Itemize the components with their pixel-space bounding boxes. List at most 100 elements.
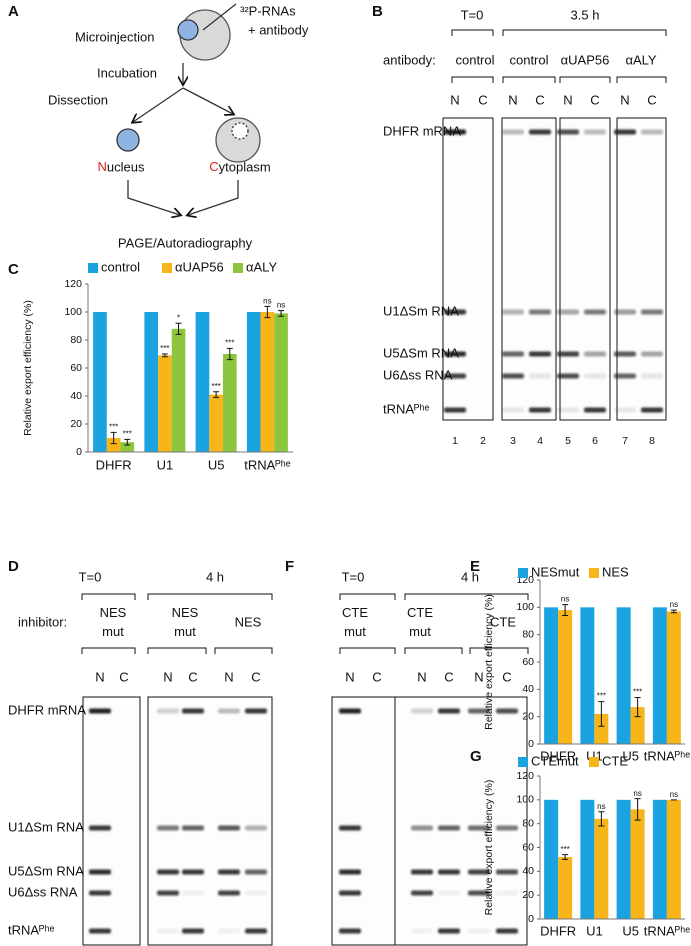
lane-number: 2 xyxy=(480,435,486,447)
band xyxy=(557,407,579,413)
bar xyxy=(666,611,681,744)
lane-label: N xyxy=(163,669,172,684)
nucleus-label: Nucleus xyxy=(98,159,145,174)
readout-label: PAGE/Autoradiography xyxy=(118,235,253,250)
band xyxy=(411,869,433,875)
bar xyxy=(209,394,223,452)
bar xyxy=(106,438,121,452)
band xyxy=(614,309,636,315)
step-label: Dissection xyxy=(48,92,108,107)
error-bar xyxy=(598,701,605,727)
bar xyxy=(666,799,681,919)
band xyxy=(444,373,466,379)
band xyxy=(529,351,551,357)
step-label: Incubation xyxy=(97,65,157,80)
bar xyxy=(580,799,595,919)
error-bar xyxy=(213,391,220,398)
lane-label: N xyxy=(224,669,233,684)
band xyxy=(614,407,636,413)
legend-swatch xyxy=(233,263,243,273)
band xyxy=(245,928,267,934)
bar xyxy=(630,809,645,919)
panel-label: C xyxy=(8,261,19,278)
band xyxy=(444,129,466,135)
band xyxy=(182,869,204,875)
panel-label: D xyxy=(8,558,19,575)
band xyxy=(496,890,518,896)
lane-label: N xyxy=(474,669,483,684)
y-tick-label: 60 xyxy=(522,656,534,668)
bracket xyxy=(404,647,463,654)
band xyxy=(496,708,518,714)
bar xyxy=(144,312,159,452)
legend-swatch xyxy=(518,757,528,767)
band xyxy=(614,129,636,135)
error-bar xyxy=(124,438,131,446)
lane-number: 7 xyxy=(622,435,628,447)
lane-label: N xyxy=(508,92,517,107)
significance: *** xyxy=(211,382,220,391)
significance: ns xyxy=(670,790,678,799)
row-label: tRNAᴾʰᵉ xyxy=(383,401,429,416)
band xyxy=(641,129,663,135)
bar xyxy=(222,354,237,452)
band xyxy=(89,890,111,896)
row-label: U6Δss RNA xyxy=(383,367,453,382)
diagram-shapes xyxy=(116,3,261,215)
error-bar xyxy=(175,322,182,335)
y-tick-label: 100 xyxy=(516,601,534,613)
lane-label: C xyxy=(535,92,544,107)
bar xyxy=(580,607,595,744)
lane-label: N xyxy=(563,92,572,107)
bracket xyxy=(404,593,529,600)
x-tick-label: tRNAᴾʰᵉ xyxy=(644,923,690,938)
y-tick-label: 20 xyxy=(70,418,82,430)
condition: αALY xyxy=(625,52,656,67)
y-tick-label: 100 xyxy=(516,794,534,806)
band xyxy=(89,869,111,875)
lane-label: C xyxy=(188,669,197,684)
legend-swatch xyxy=(162,263,172,273)
legend-swatch xyxy=(88,263,98,273)
cytoplasm-label: Cytoplasm xyxy=(209,159,270,174)
lane-label: N xyxy=(345,669,354,684)
band xyxy=(496,825,518,831)
error-bar xyxy=(634,697,641,718)
x-tick-label: DHFR xyxy=(540,748,576,763)
bar xyxy=(171,328,186,452)
gel-frame xyxy=(82,696,141,946)
bar xyxy=(594,818,609,919)
error-bar xyxy=(161,353,168,358)
y-tick-label: 60 xyxy=(522,841,534,853)
error-bar xyxy=(634,798,641,821)
legend-label: αUAP56 xyxy=(175,259,224,274)
legend-label: CTE xyxy=(602,753,628,768)
significance: ns xyxy=(277,301,285,310)
x-tick-label: U5 xyxy=(208,457,225,472)
y-tick-label: 120 xyxy=(64,278,82,290)
band xyxy=(529,373,551,379)
row-label: U5ΔSm RNA xyxy=(8,863,84,878)
x-tick-label: tRNAᴾʰᵉ xyxy=(244,457,290,472)
significance: *** xyxy=(225,339,234,348)
condition: αUAP56 xyxy=(561,52,610,67)
legend-swatch xyxy=(589,568,599,578)
band xyxy=(411,825,433,831)
x-tick-label: DHFR xyxy=(540,923,576,938)
y-tick-label: 0 xyxy=(528,738,534,750)
error-bar xyxy=(264,305,271,319)
significance: ns xyxy=(561,595,569,604)
condition: mut xyxy=(409,624,431,639)
panel-label: G xyxy=(470,748,482,765)
bar xyxy=(558,857,573,919)
x-tick-label: U5 xyxy=(622,923,639,938)
bracket xyxy=(81,647,136,654)
bracket xyxy=(451,29,494,36)
condition: mut xyxy=(174,624,196,639)
y-axis-label: Relative export efficiency (%) xyxy=(22,300,34,436)
time-label: T=0 xyxy=(461,7,484,22)
band xyxy=(584,129,606,135)
band xyxy=(218,708,240,714)
condition: NES xyxy=(235,614,262,629)
